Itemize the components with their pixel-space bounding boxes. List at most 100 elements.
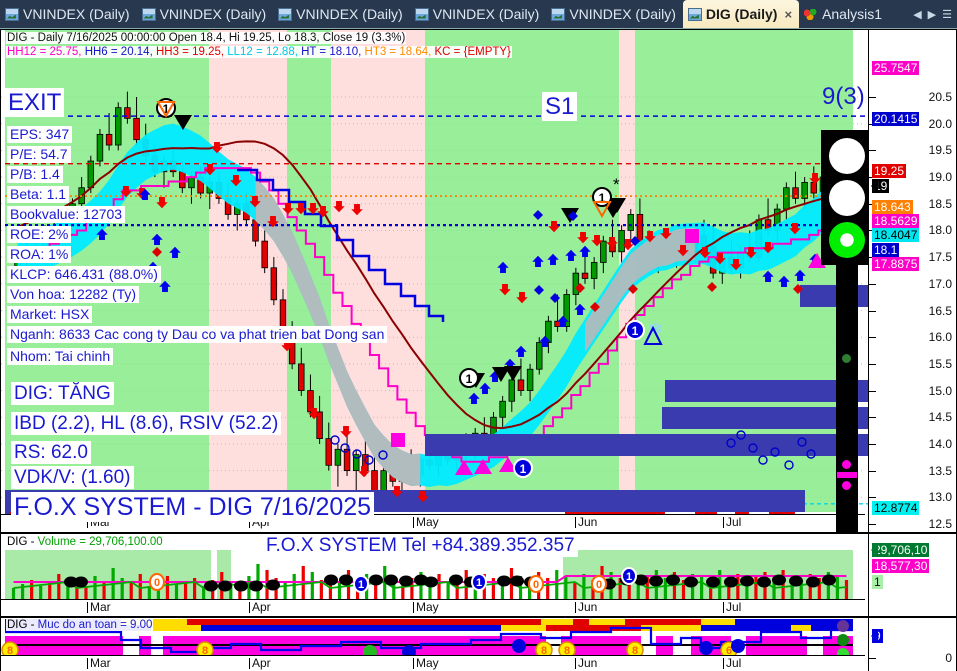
exit-label: EXIT xyxy=(5,88,65,117)
axis-tick xyxy=(869,470,876,472)
tab-label: VNINDEX (Daily) xyxy=(432,6,540,22)
rs-label: RS: 62.0 xyxy=(11,441,91,464)
tab-vnindex-daily[interactable]: VNINDEX (Daily) xyxy=(0,0,137,28)
chart-thumbnail-icon xyxy=(278,7,293,21)
svg-text:8: 8 xyxy=(7,645,13,657)
tab-close-icon[interactable]: × xyxy=(784,6,793,22)
tab-nav-controls: ◀ ▶ ☰ xyxy=(913,8,957,21)
axis-tick-label: 13.5 xyxy=(928,463,952,478)
date-axis-label: Jun xyxy=(575,657,597,669)
volume-value-tag: 29,706,10 xyxy=(870,543,930,557)
svg-text:1: 1 xyxy=(632,324,639,338)
green-lamp xyxy=(829,222,865,258)
fundamental-item: Bookvalue: 12703 xyxy=(7,206,126,223)
tab-analysis1[interactable]: Analysis1 xyxy=(799,0,889,28)
tab-label: VNINDEX (Daily) xyxy=(159,6,267,22)
date-axis-label: Mar xyxy=(87,657,111,669)
axis-tick-label: 20.0 xyxy=(928,116,952,131)
chart-thumbnail-icon xyxy=(551,7,566,21)
axis-tick-label: 15.0 xyxy=(928,383,952,398)
safety-title-metric: Muc do an toan = 9.00 xyxy=(37,619,153,631)
level-token-1: HH6 = 20.14, xyxy=(84,46,156,58)
tab-prev-icon[interactable]: ◀ xyxy=(913,8,922,21)
tab-label: Analysis1 xyxy=(822,6,882,22)
axis-tick-label: 16.5 xyxy=(928,303,952,318)
amber-lamp xyxy=(829,180,865,216)
fundamental-item: Nhom: Tai chinh xyxy=(7,348,114,365)
svg-text:1: 1 xyxy=(466,372,473,386)
svg-text:❄: ❄ xyxy=(648,319,663,339)
volume-value-tag: 18,577,30 xyxy=(872,559,930,573)
price-axis[interactable]: 20.5 20.0 19.5 19.0 18.5 18.0 17.5 17.0 16.5 16.0… xyxy=(868,29,957,533)
safety-zero-label: 0 xyxy=(945,651,952,665)
axis-tick-label: 18.0 xyxy=(928,223,952,238)
svg-text:8: 8 xyxy=(632,645,638,657)
date-axis-label: Apr xyxy=(249,601,271,613)
axis-value-tag: 18.4047 xyxy=(872,228,920,242)
vdk-label: VDK/V: (1.60) xyxy=(11,466,134,489)
pole-magenta-dot-lower xyxy=(842,481,851,490)
fundamental-item: Market: HSX xyxy=(7,306,93,323)
fundamental-item: Nganh: 8633 Cac cong ty Dau co va phat t… xyxy=(7,326,388,343)
svg-text:1: 1 xyxy=(358,579,364,591)
volume-title-prefix: DIG - xyxy=(7,536,38,548)
date-axis-label: Jun xyxy=(575,516,597,528)
level-token-3: LL12 = 12.88, xyxy=(227,46,302,58)
volume-date-axis: Mar Apr May Jun Jul xyxy=(1,599,865,616)
date-axis-label: Jul xyxy=(723,516,741,528)
level-token-4: HT = 18.10, xyxy=(301,46,365,58)
axis-tick-label: 12.5 xyxy=(928,517,952,531)
fundamental-item: Beta: 1.1 xyxy=(7,186,70,203)
chart-frame: 1 1 1 1 1 * ❄ 1 DIG - Daily 7/16/2025 00:00:00 … xyxy=(0,28,957,671)
tab-dig-daily[interactable]: DIG (Daily) × xyxy=(682,0,800,28)
fundamental-item: ROA: 1% xyxy=(7,246,72,263)
svg-text:1: 1 xyxy=(476,577,482,589)
svg-text:6: 6 xyxy=(726,645,732,657)
tab-vnindex-daily[interactable]: VNINDEX (Daily) xyxy=(137,0,274,28)
svg-text:1: 1 xyxy=(163,102,170,116)
tab-label: VNINDEX (Daily) xyxy=(23,6,130,22)
fundamental-item: ROE: 2% xyxy=(7,226,72,243)
axis-value-tag: 18.643 xyxy=(872,200,913,214)
safety-title-prefix: DIG - xyxy=(7,619,38,631)
pole-magenta-dot-upper xyxy=(842,460,851,469)
tab-label: DIG (Daily) xyxy=(705,6,778,22)
pole-green-dot xyxy=(842,354,851,363)
date-axis-label: May xyxy=(413,657,439,669)
axis-tick xyxy=(869,417,876,419)
signal-s1-label: S1 xyxy=(542,92,578,121)
axis-tick xyxy=(869,390,876,392)
volume-title-metric: Volume = 29,706,100.00 xyxy=(37,536,163,548)
axis-tick-label: 14.5 xyxy=(928,410,952,425)
level-token-5: HT3 = 18.64, xyxy=(364,46,435,58)
fundamental-item: EPS: 347 xyxy=(7,126,73,143)
volume-axis[interactable]: 29,706,10 18,577,30 1 xyxy=(868,533,957,617)
tab-next-icon[interactable]: ▶ xyxy=(927,8,937,21)
tab-list-icon[interactable]: ☰ xyxy=(942,8,952,21)
safety-date-axis: Mar Apr May Jun Jul xyxy=(1,655,865,671)
axis-tick xyxy=(869,658,876,659)
svg-text:0: 0 xyxy=(533,579,539,591)
axis-tick xyxy=(869,363,876,365)
svg-text:*: * xyxy=(613,175,620,194)
svg-text:8: 8 xyxy=(202,645,208,657)
tab-vnindex-daily[interactable]: VNINDEX (Daily) xyxy=(410,0,547,28)
pole-magenta-bar xyxy=(837,472,857,478)
date-axis-label: Apr xyxy=(249,657,271,669)
volume-pane[interactable]: 0 1 1 0 0 1 DIG - Volume = 29,706,100.00 F.O.… xyxy=(0,533,868,617)
indicators-label: IBD (2.2), HL (8.6), RSIV (52.2) xyxy=(11,412,282,435)
safety-pane[interactable]: 88888601010 DIG - Muc do an toan = 9.00 … xyxy=(0,617,868,671)
svg-text:0: 0 xyxy=(154,577,160,589)
svg-text:8: 8 xyxy=(564,645,570,657)
axis-tick xyxy=(869,443,876,445)
tab-vnindex-daily[interactable]: VNINDEX (Daily) xyxy=(273,0,410,28)
axis-tick-label: 17.5 xyxy=(928,250,952,265)
score-label: 9(3) xyxy=(822,83,865,110)
axis-tick-label: 19.5 xyxy=(928,143,952,158)
tab-vnindex-daily[interactable]: VNINDEX (Daily) xyxy=(546,0,683,28)
svg-text:1: 1 xyxy=(626,571,632,583)
chart-thumbnail-icon xyxy=(5,7,19,21)
